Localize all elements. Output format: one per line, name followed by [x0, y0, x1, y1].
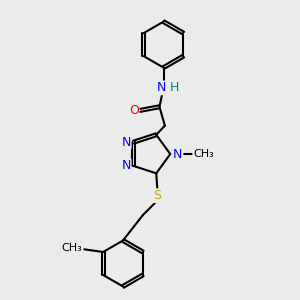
- Text: N: N: [122, 160, 131, 172]
- Text: N: N: [157, 81, 166, 94]
- Text: O: O: [129, 104, 139, 117]
- Text: N: N: [173, 148, 182, 160]
- Text: CH₃: CH₃: [193, 149, 214, 159]
- Text: N: N: [122, 136, 131, 148]
- Text: S: S: [154, 189, 162, 202]
- Text: H: H: [170, 81, 179, 94]
- Text: CH₃: CH₃: [61, 243, 82, 253]
